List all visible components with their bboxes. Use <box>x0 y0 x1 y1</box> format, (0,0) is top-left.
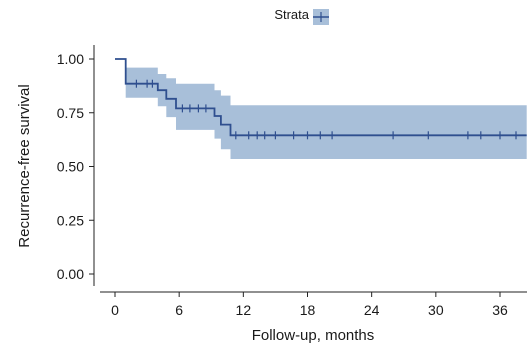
legend-title: Strata <box>274 7 309 22</box>
y-axis-label: Recurrence-free survival <box>16 84 33 247</box>
x-tick-label: 36 <box>492 302 508 318</box>
y-tick-label: 1.00 <box>57 51 84 67</box>
x-tick-label: 12 <box>236 302 252 318</box>
x-tick-label: 0 <box>111 302 119 318</box>
x-axis-label: Follow-up, months <box>252 327 375 344</box>
y-tick-label: 0.50 <box>57 159 84 175</box>
survival-step-line <box>115 58 527 137</box>
plot-area <box>115 58 527 159</box>
x-tick-label: 6 <box>175 302 183 318</box>
y-tick-label: 0.00 <box>57 266 84 282</box>
x-tick-label: 24 <box>364 302 380 318</box>
legend: Strata <box>274 7 329 25</box>
y-axis-ticks: 0.00 0.25 0.50 0.75 1.00 <box>57 51 94 282</box>
x-tick-label: 30 <box>428 302 444 318</box>
y-tick-label: 0.75 <box>57 105 84 121</box>
y-tick-label: 0.25 <box>57 212 84 228</box>
confidence-band <box>115 59 527 159</box>
x-tick-label: 18 <box>300 302 316 318</box>
x-axis-ticks: 0 6 12 18 24 30 36 <box>111 292 508 318</box>
